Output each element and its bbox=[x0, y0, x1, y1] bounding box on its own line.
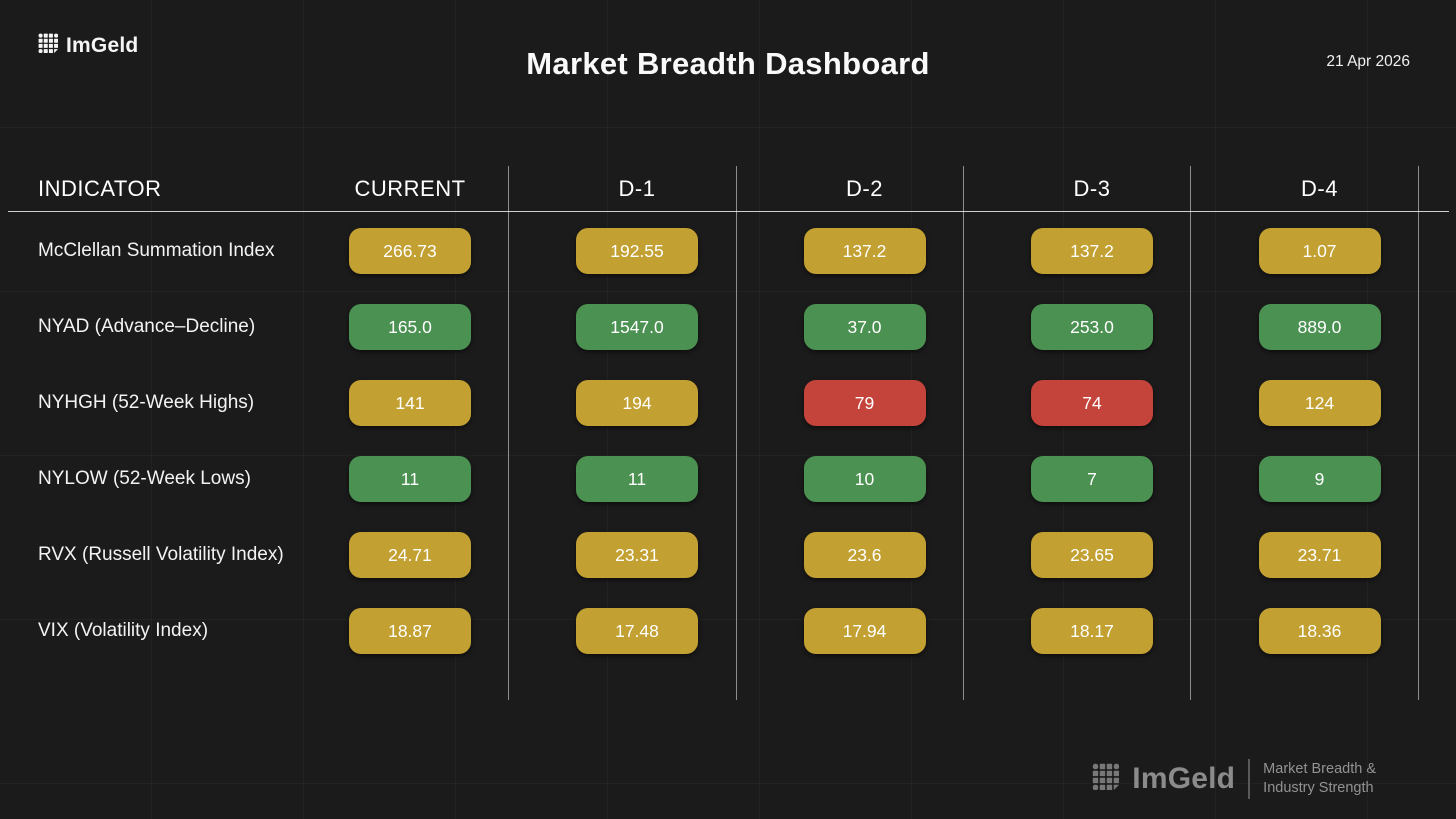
column-separator bbox=[963, 166, 964, 700]
value-pill: 74 bbox=[1031, 380, 1153, 426]
column-header-d-3: D-3 bbox=[1073, 176, 1111, 201]
footer-tagline-line1: Market Breadth & bbox=[1263, 760, 1376, 777]
value-pill: 18.36 bbox=[1258, 608, 1381, 654]
column-header-d-1: D-1 bbox=[618, 176, 656, 201]
page-title: Market Breadth Dashboard bbox=[526, 46, 930, 81]
value-pill: 23.31 bbox=[576, 532, 698, 578]
indicator-label: NYLOW (52-Week Lows) bbox=[38, 468, 251, 489]
indicator-label: NYHGH (52-Week Highs) bbox=[38, 392, 255, 413]
column-header-d-4: D-4 bbox=[1301, 176, 1338, 201]
value-pill: 9 bbox=[1258, 456, 1381, 502]
value-pill: 124 bbox=[1258, 380, 1381, 426]
value-pill: 23.65 bbox=[1031, 532, 1153, 578]
footer-tagline-line2: Industry Strength bbox=[1263, 780, 1374, 796]
indicator-label: RVX (Russell Volatility Index) bbox=[38, 544, 284, 565]
value-pill: 137.2 bbox=[803, 228, 926, 274]
value-pill: 889.0 bbox=[1258, 304, 1381, 350]
value-pill: 10 bbox=[803, 456, 926, 502]
value-pill: 23.6 bbox=[803, 532, 926, 578]
value-pill: 11 bbox=[576, 456, 698, 502]
column-header-indicator: INDICATOR bbox=[38, 176, 162, 201]
brand-name: ImGeld bbox=[66, 33, 139, 57]
value-pill: 192.55 bbox=[576, 228, 698, 274]
indicator-label: VIX (Volatility Index) bbox=[38, 620, 209, 641]
footer-tagline: Market Breadth & Industry Strength bbox=[1263, 760, 1376, 798]
value-pill: 253.0 bbox=[1031, 304, 1153, 350]
column-header-d-2: D-2 bbox=[846, 176, 883, 201]
indicator-label: NYAD (Advance–Decline) bbox=[38, 316, 256, 337]
value-pill: 79 bbox=[803, 380, 926, 426]
column-separator bbox=[1190, 166, 1191, 700]
footer-divider bbox=[1248, 759, 1251, 799]
value-pill: 1547.0 bbox=[576, 304, 698, 350]
column-separator bbox=[508, 166, 509, 700]
value-pill: 266.73 bbox=[349, 228, 471, 274]
header-divider bbox=[8, 211, 1449, 212]
value-pill: 141 bbox=[349, 380, 471, 426]
value-pill: 18.87 bbox=[349, 608, 471, 654]
brand-name: ImGeld bbox=[1132, 762, 1236, 795]
brand-logo-footer: ImGeld Market Breadth & Industry Strengt… bbox=[1092, 759, 1376, 799]
value-pill: 7 bbox=[1031, 456, 1153, 502]
column-separator bbox=[736, 166, 737, 700]
value-pill: 18.17 bbox=[1031, 608, 1153, 654]
brand-logo-top: ImGeld bbox=[38, 33, 138, 58]
value-pill: 17.94 bbox=[803, 608, 926, 654]
value-pill: 24.71 bbox=[349, 532, 471, 578]
imgeld-grid-icon bbox=[1092, 763, 1120, 795]
column-header-current: CURRENT bbox=[354, 176, 466, 201]
value-pill: 17.48 bbox=[576, 608, 698, 654]
value-pill: 11 bbox=[349, 456, 471, 502]
value-pill: 37.0 bbox=[803, 304, 926, 350]
value-pill: 194 bbox=[576, 380, 698, 426]
imgeld-grid-icon bbox=[38, 33, 59, 58]
indicator-label: McClellan Summation Index bbox=[38, 240, 275, 261]
value-pill: 165.0 bbox=[349, 304, 471, 350]
value-pill: 23.71 bbox=[1258, 532, 1381, 578]
report-date: 21 Apr 2026 bbox=[1326, 53, 1410, 70]
value-pill: 1.07 bbox=[1258, 228, 1381, 274]
value-pill: 137.2 bbox=[1031, 228, 1153, 274]
column-separator bbox=[1418, 166, 1419, 700]
